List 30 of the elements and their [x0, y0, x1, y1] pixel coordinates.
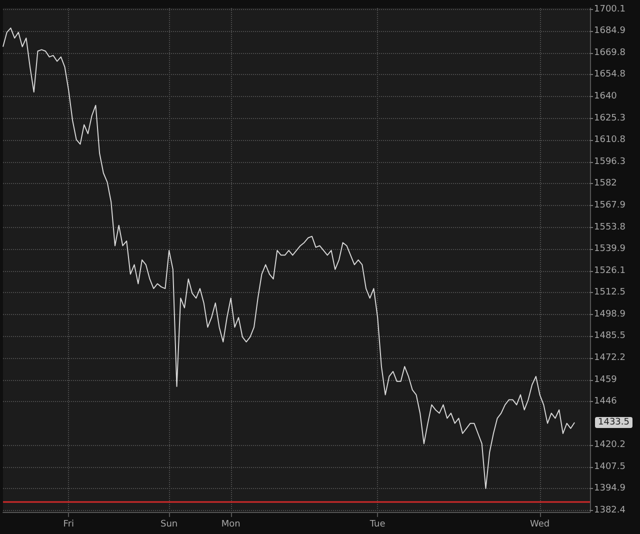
y-tick-label: 1610.8	[594, 134, 626, 145]
y-tick-label: 1407.5	[594, 462, 626, 472]
y-tick-label: 1553.8	[594, 222, 626, 232]
y-tick-label: 1654.8	[594, 70, 626, 80]
y-tick-label: 1625.3	[594, 113, 626, 124]
y-tick-label: 1596.3	[594, 156, 626, 167]
y-tick-label: 1459	[594, 374, 618, 385]
y-tick-label: 1498.9	[594, 309, 626, 320]
y-tick-label: 1582	[594, 178, 617, 189]
x-tick-label: Tue	[368, 520, 386, 530]
y-tick-label: 1485.5	[594, 331, 626, 342]
y-tick-label: 1526.1	[594, 266, 626, 276]
y-tick-label: 1512.5	[594, 288, 626, 298]
y-tick-label: 1394.9	[594, 484, 626, 494]
y-tick-label: 1640	[594, 91, 618, 102]
x-tick-label: Sun	[160, 520, 178, 530]
y-tick-label: 1472.2	[594, 352, 626, 363]
y-tick-label: 1700.1	[594, 4, 626, 14]
y-tick-label: 1539.9	[594, 244, 626, 254]
y-tick-label: 1420.2	[594, 440, 626, 450]
text: 1433.5	[598, 417, 630, 428]
x-tick-label: Mon	[221, 520, 240, 530]
y-tick-label: 1382.4	[594, 505, 626, 516]
x-tick-label: Fri	[63, 520, 74, 530]
y-tick-label: 1567.9	[594, 200, 626, 210]
y-tick-label: 1669.8	[594, 48, 626, 58]
x-tick-label: Wed	[530, 520, 550, 530]
y-tick-label: 1446	[594, 396, 618, 406]
y-tick-label: 1684.9	[594, 26, 626, 36]
line-series	[2, 28, 576, 489]
